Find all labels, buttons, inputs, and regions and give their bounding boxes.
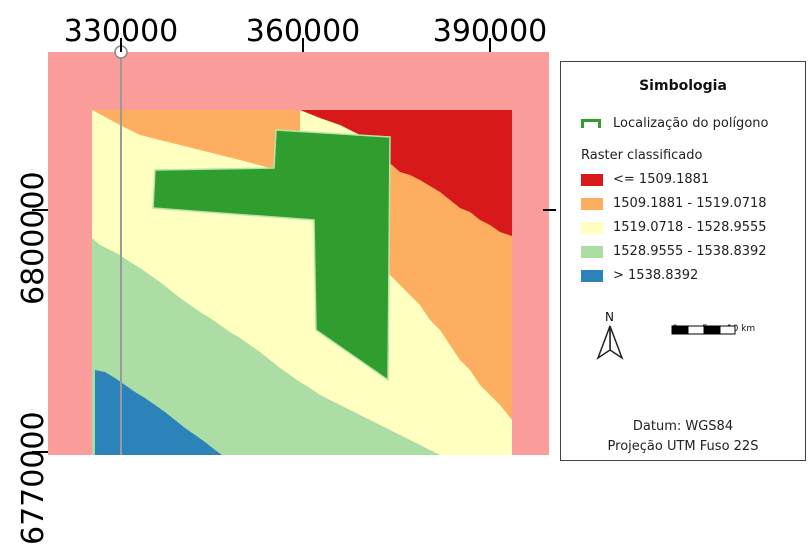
legend-label-class-5: > 1538.8392 bbox=[613, 268, 699, 283]
datum-label: Datum: WGS84 bbox=[632, 419, 734, 434]
legend-swatch-class-1 bbox=[581, 173, 603, 186]
polygon-symbol-icon bbox=[581, 119, 601, 128]
north-label: N bbox=[605, 310, 614, 324]
map-canvas[interactable] bbox=[0, 0, 560, 455]
raster-class-5 bbox=[95, 370, 222, 455]
legend-item-class-5: > 1538.8392 bbox=[581, 268, 698, 283]
legend-label-class-1: <= 1509.1881 bbox=[613, 172, 710, 187]
map-frame: 330000 360000 390000 6800000 6770000 bbox=[0, 0, 560, 545]
x-tick-label-330000: 330000 bbox=[63, 14, 179, 49]
x-tick-label-390000: 390000 bbox=[432, 14, 548, 49]
y-tick-label-6770000: 6770000 bbox=[16, 411, 51, 545]
legend-swatch-class-3 bbox=[581, 221, 603, 234]
raster-class-4 bbox=[92, 238, 440, 455]
study-polygon bbox=[152, 129, 391, 382]
legend-label-class-4: 1528.9555 - 1538.8392 bbox=[613, 244, 767, 259]
legend-item-polygon: Localização do polígono bbox=[581, 116, 768, 131]
north-arrow-icon bbox=[596, 325, 624, 360]
legend-item-class-4: 1528.9555 - 1538.8392 bbox=[581, 244, 767, 259]
scale-label-10: 10 km bbox=[726, 324, 756, 334]
projection-label: Projeção UTM Fuso 22S bbox=[607, 439, 759, 454]
legend-title: Simbologia bbox=[639, 78, 727, 94]
legend-item-class-3: 1519.0718 - 1528.9555 bbox=[581, 220, 767, 235]
legend-raster-heading: Raster classificado bbox=[581, 148, 703, 163]
legend-swatch-class-2 bbox=[581, 197, 603, 210]
legend-item-class-1: <= 1509.1881 bbox=[581, 172, 709, 187]
x-tick-label-360000: 360000 bbox=[245, 14, 361, 49]
legend-label-class-3: 1519.0718 - 1528.9555 bbox=[613, 220, 767, 235]
legend-polygon-label: Localização do polígono bbox=[613, 116, 769, 131]
y-tick-label-6800000: 6800000 bbox=[16, 171, 51, 305]
raster-class-1 bbox=[300, 110, 512, 236]
legend-swatch-class-4 bbox=[581, 245, 603, 258]
scale-bar bbox=[671, 325, 736, 335]
legend-label-class-2: 1509.1881 - 1519.0718 bbox=[613, 196, 767, 211]
raster-class-2 bbox=[92, 110, 512, 420]
legend-swatch-class-5 bbox=[581, 269, 603, 282]
legend-panel: Simbologia Localização do polígono Raste… bbox=[560, 61, 806, 461]
legend-item-class-2: 1509.1881 - 1519.0718 bbox=[581, 196, 767, 211]
